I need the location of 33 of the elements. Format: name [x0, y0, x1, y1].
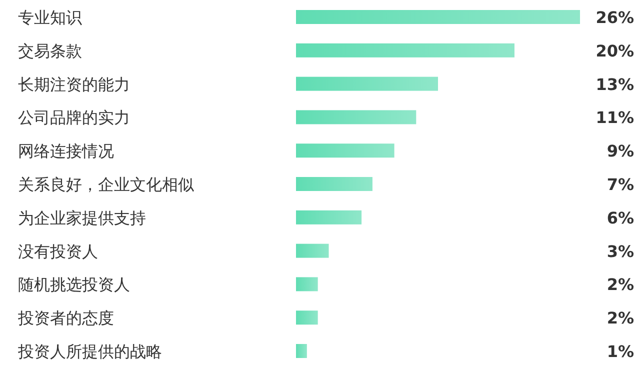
- data-label: 7%: [606, 175, 634, 194]
- y-tick-label: 专业知识: [18, 8, 82, 27]
- bar: [296, 210, 362, 224]
- data-label: 1%: [606, 342, 634, 361]
- bar: [296, 110, 416, 124]
- bar: [296, 310, 318, 325]
- data-label: 11%: [596, 108, 634, 128]
- y-tick-label: 长期注资的能力: [18, 74, 130, 94]
- bar: [296, 244, 329, 258]
- bar: [296, 10, 580, 24]
- y-tick-label: 投资人所提供的战略: [17, 342, 162, 361]
- bar: [296, 277, 318, 292]
- y-tick-label: 投资者的态度: [17, 308, 114, 328]
- y-tick-label: 为企业家提供支持: [18, 208, 146, 228]
- data-label: 9%: [606, 142, 634, 161]
- data-label: 3%: [606, 242, 634, 261]
- bar: [296, 76, 438, 91]
- y-tick-label: 随机挑选投资人: [18, 275, 130, 294]
- data-label: 26%: [596, 8, 634, 27]
- data-label: 6%: [606, 208, 634, 228]
- y-tick-label: 交易条款: [18, 41, 82, 60]
- bar: [296, 344, 307, 358]
- bar: [296, 43, 514, 58]
- data-label: 20%: [596, 41, 634, 60]
- data-label: 13%: [596, 74, 634, 94]
- bar: [296, 144, 394, 158]
- data-label: 2%: [606, 275, 634, 294]
- bar: [296, 177, 372, 191]
- y-tick-label: 没有投资人: [18, 242, 98, 261]
- y-tick-label: 公司品牌的实力: [18, 108, 130, 128]
- y-tick-label: 关系良好，企业文化相似: [18, 175, 194, 194]
- data-label: 2%: [606, 308, 634, 328]
- y-tick-label: 网络连接情况: [18, 142, 114, 161]
